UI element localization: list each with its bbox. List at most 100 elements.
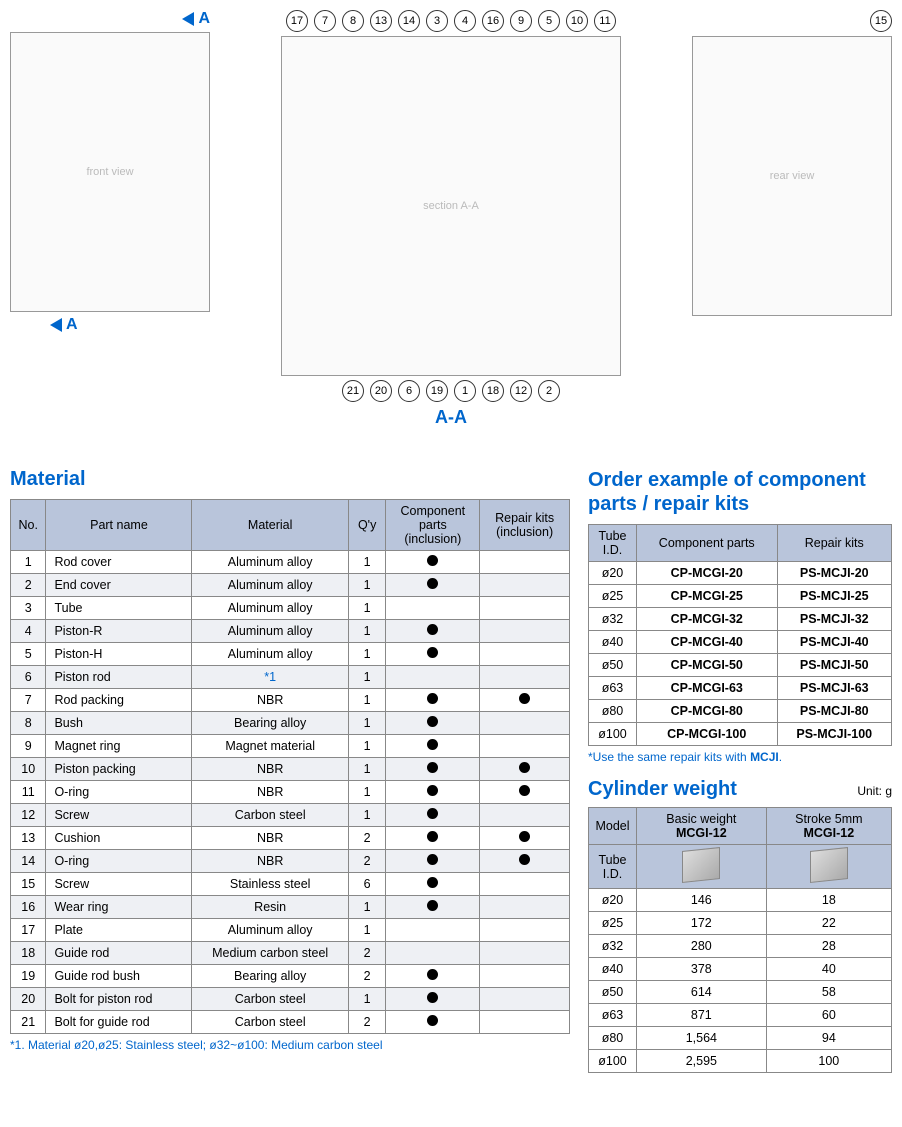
cell-cp	[386, 850, 480, 873]
cell-no: 14	[11, 850, 46, 873]
cell-mat: Aluminum alloy	[192, 574, 348, 597]
cell-basic: 172	[637, 912, 767, 935]
dot-icon	[519, 831, 530, 842]
cell-no: 5	[11, 643, 46, 666]
col-partname: Part name	[46, 500, 192, 551]
content-row: Material No. Part name Material Q'y Comp…	[10, 468, 892, 1073]
order-row: ø40CP-MCGI-40PS-MCJI-40	[589, 631, 892, 654]
callout-18: 18	[482, 380, 504, 402]
dot-icon	[427, 992, 438, 1003]
material-row: 7Rod packingNBR1	[11, 689, 570, 712]
cell-qty: 1	[348, 666, 386, 689]
cell-qty: 1	[348, 643, 386, 666]
weight-col-basic-label: Basic weight	[666, 812, 736, 826]
order-footnote-bold: MCJI	[750, 750, 779, 764]
cell-qty: 2	[348, 965, 386, 988]
cell-cp: CP-MCGI-20	[637, 562, 778, 585]
cell-qty: 1	[348, 689, 386, 712]
dot-icon	[427, 785, 438, 796]
cell-cp	[386, 896, 480, 919]
weight-table: Model Basic weightMCGI-12 Stroke 5mmMCGI…	[588, 807, 892, 1073]
cell-no: 11	[11, 781, 46, 804]
bottom-callouts: 2120619118122	[281, 380, 621, 402]
dot-icon	[427, 808, 438, 819]
cell-no: 8	[11, 712, 46, 735]
cell-stroke: 18	[766, 889, 891, 912]
callout-19: 19	[426, 380, 448, 402]
material-row: 13CushionNBR2	[11, 827, 570, 850]
callout-20: 20	[370, 380, 392, 402]
cell-rk	[480, 597, 570, 620]
cell-tube: ø20	[589, 889, 637, 912]
cell-mat: Aluminum alloy	[192, 551, 348, 574]
cell-name: Bush	[46, 712, 192, 735]
cell-cp	[386, 643, 480, 666]
cell-cp: CP-MCGI-32	[637, 608, 778, 631]
material-row: 14O-ringNBR2	[11, 850, 570, 873]
cell-mat: Bearing alloy	[192, 965, 348, 988]
cell-tube: ø63	[589, 677, 637, 700]
cell-qty: 6	[348, 873, 386, 896]
cell-qty: 2	[348, 827, 386, 850]
cell-cp	[386, 597, 480, 620]
material-row: 11O-ringNBR1	[11, 781, 570, 804]
cell-rk	[480, 919, 570, 942]
cell-rk	[480, 758, 570, 781]
cell-qty: 1	[348, 597, 386, 620]
material-row: 8BushBearing alloy1	[11, 712, 570, 735]
cell-no: 7	[11, 689, 46, 712]
diagram-center-wrapper: 177813143416951011 section A-A 212061911…	[281, 10, 621, 428]
cell-tube: ø25	[589, 912, 637, 935]
dot-icon	[427, 578, 438, 589]
cell-qty: 1	[348, 988, 386, 1011]
dot-icon	[427, 739, 438, 750]
cell-qty: 1	[348, 804, 386, 827]
callout-1: 1	[454, 380, 476, 402]
cell-name: Screw	[46, 873, 192, 896]
weight-title-row: Cylinder weight Unit: g	[588, 778, 892, 801]
dot-icon	[427, 1015, 438, 1026]
cell-name: Tube	[46, 597, 192, 620]
cell-rk	[480, 735, 570, 758]
cell-stroke: 28	[766, 935, 891, 958]
cell-no: 18	[11, 942, 46, 965]
cell-qty: 1	[348, 574, 386, 597]
cell-rk: PS-MCJI-20	[777, 562, 892, 585]
cell-name: Cushion	[46, 827, 192, 850]
cell-cp: CP-MCGI-50	[637, 654, 778, 677]
callout-10: 10	[566, 10, 588, 32]
cell-stroke: 94	[766, 1027, 891, 1050]
cell-no: 21	[11, 1011, 46, 1034]
cell-name: Wear ring	[46, 896, 192, 919]
arrow-left-icon	[182, 12, 194, 26]
top-right-callout-row: 15	[692, 10, 892, 32]
material-row: 1Rod coverAluminum alloy1	[11, 551, 570, 574]
material-row: 19Guide rod bushBearing alloy2	[11, 965, 570, 988]
weight-row: ø2014618	[589, 889, 892, 912]
cell-rk	[480, 988, 570, 1011]
cell-no: 2	[11, 574, 46, 597]
cell-name: Piston-H	[46, 643, 192, 666]
weight-col-stroke: Stroke 5mmMCGI-12	[766, 808, 891, 845]
cell-mat: Aluminum alloy	[192, 597, 348, 620]
dot-icon	[427, 854, 438, 865]
callout-16: 16	[482, 10, 504, 32]
cell-no: 12	[11, 804, 46, 827]
col-material: Material	[192, 500, 348, 551]
material-row: 20Bolt for piston rodCarbon steel1	[11, 988, 570, 1011]
diagram-right-wrapper: 15 rear view	[692, 10, 892, 316]
cell-basic: 378	[637, 958, 767, 981]
weight-title: Cylinder weight	[588, 778, 737, 801]
cell-cp: CP-MCGI-40	[637, 631, 778, 654]
material-row: 12ScrewCarbon steel1	[11, 804, 570, 827]
material-row: 2End coverAluminum alloy1	[11, 574, 570, 597]
cell-no: 9	[11, 735, 46, 758]
cell-cp: CP-MCGI-63	[637, 677, 778, 700]
material-section: Material No. Part name Material Q'y Comp…	[10, 468, 570, 1052]
cell-mat: *1	[192, 666, 348, 689]
material-row: 21Bolt for guide rodCarbon steel2	[11, 1011, 570, 1034]
dot-icon	[427, 900, 438, 911]
cell-qty: 2	[348, 942, 386, 965]
callout-3: 3	[426, 10, 448, 32]
cell-no: 1	[11, 551, 46, 574]
